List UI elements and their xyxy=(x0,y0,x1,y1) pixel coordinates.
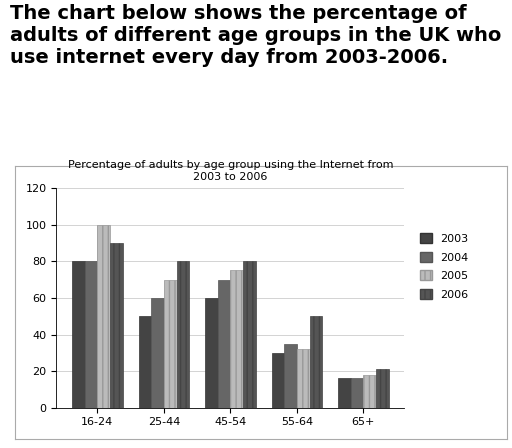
Bar xyxy=(164,280,177,408)
Bar xyxy=(284,344,297,408)
Bar xyxy=(376,369,389,408)
Bar xyxy=(97,225,110,408)
Bar xyxy=(272,353,284,408)
Bar xyxy=(310,316,322,408)
Bar xyxy=(351,379,364,408)
Bar xyxy=(230,271,243,408)
Bar xyxy=(85,261,97,408)
Bar xyxy=(205,298,218,408)
Bar xyxy=(297,349,310,408)
Bar xyxy=(139,316,151,408)
Bar xyxy=(177,261,189,408)
Bar xyxy=(218,280,230,408)
Text: The chart below shows the percentage of
adults of different age groups in the UK: The chart below shows the percentage of … xyxy=(10,4,502,68)
Bar xyxy=(364,375,376,408)
Bar xyxy=(72,261,85,408)
Title: Percentage of adults by age group using the Internet from
2003 to 2006: Percentage of adults by age group using … xyxy=(68,160,393,182)
Bar xyxy=(338,379,351,408)
Bar xyxy=(110,243,123,408)
Bar xyxy=(151,298,164,408)
Legend: 2003, 2004, 2005, 2006: 2003, 2004, 2005, 2006 xyxy=(420,233,468,300)
Bar xyxy=(243,261,255,408)
